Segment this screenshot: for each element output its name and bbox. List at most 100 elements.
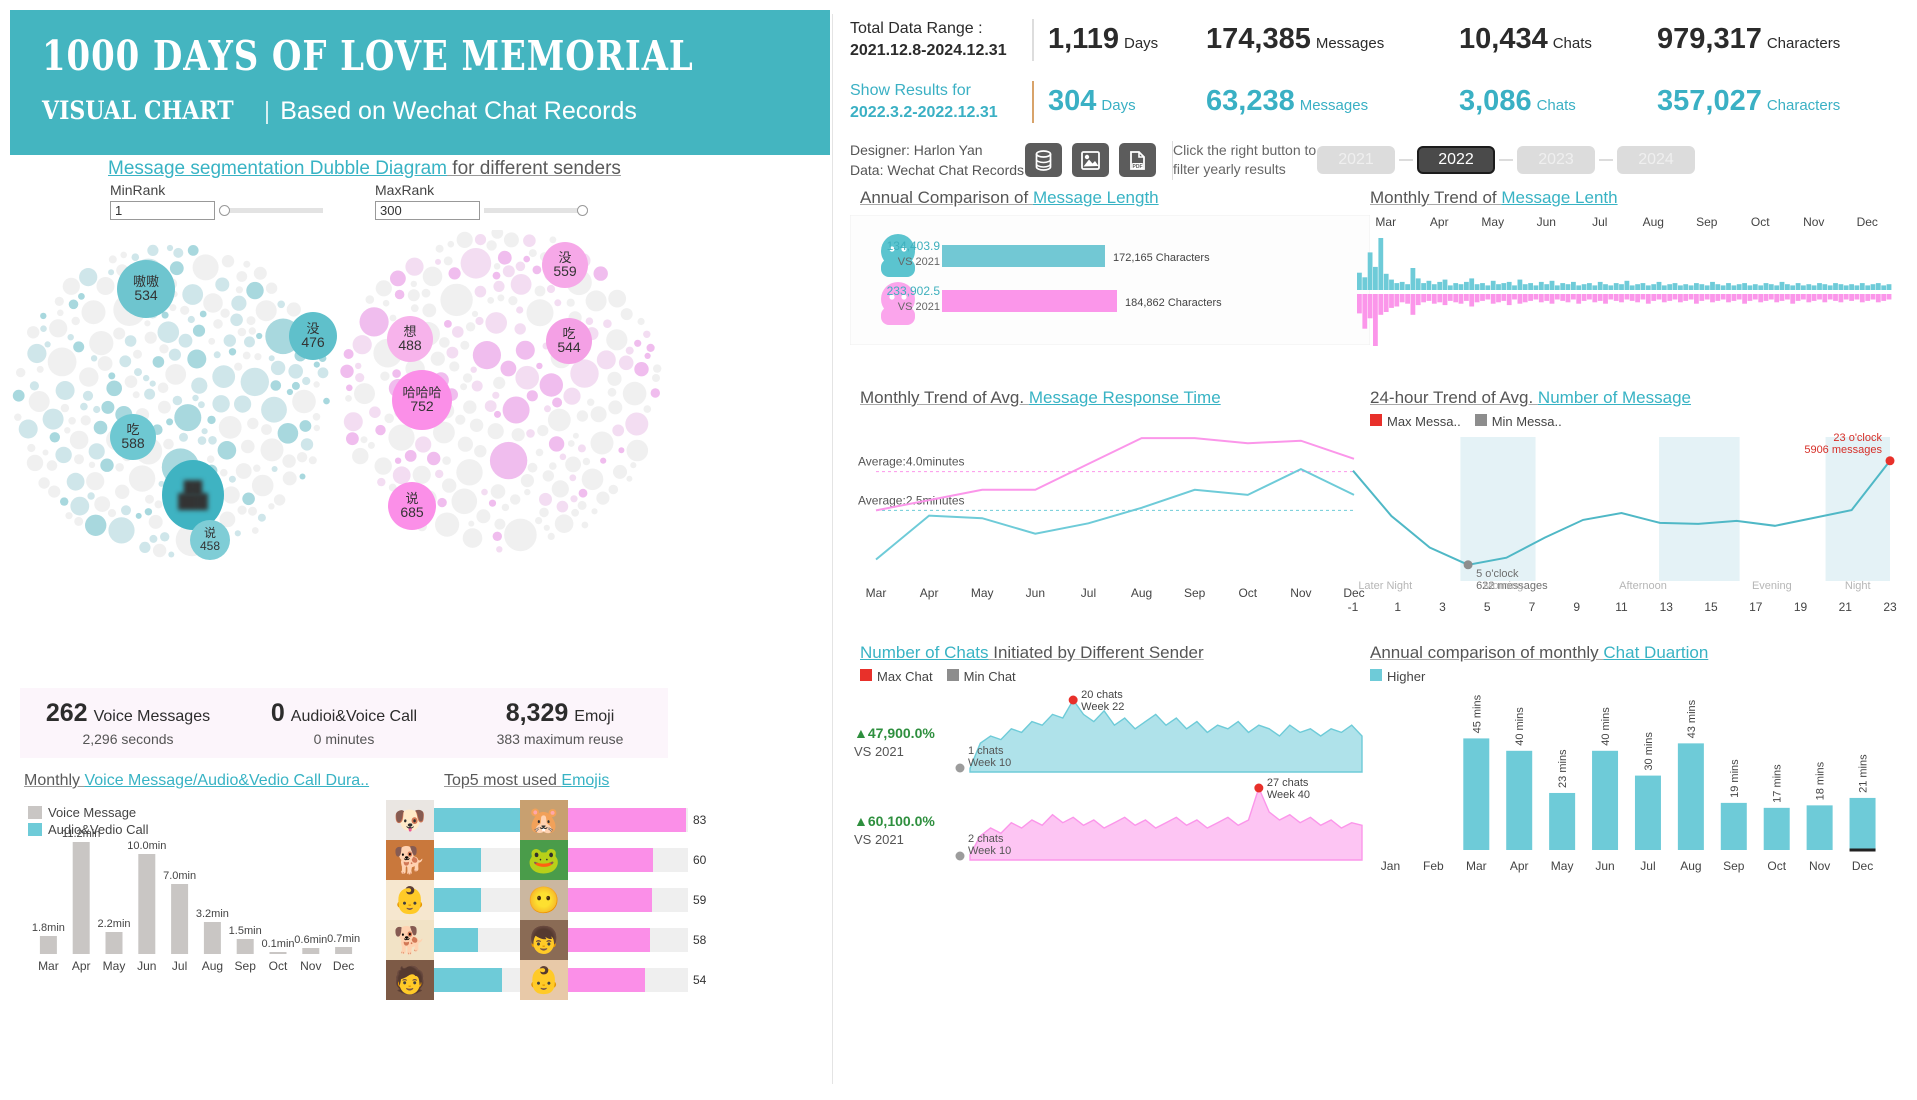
bubble-teal-4[interactable]: 说 458	[190, 520, 230, 560]
svg-text:0.6min: 0.6min	[294, 934, 327, 946]
bubble-pink-5[interactable]: 说 685	[388, 482, 436, 530]
svg-text:Afternoon: Afternoon	[1619, 580, 1667, 592]
filter-hint-line1: Click the right button to	[1173, 141, 1317, 158]
svg-text:40 mins: 40 mins	[1600, 707, 1612, 746]
svg-text:27 chats: 27 chats	[1267, 777, 1309, 789]
legend-max-message: Max Messa..	[1370, 414, 1461, 429]
kpi-filter-chats: 3,086 Chats	[1459, 85, 1649, 118]
kpi-total-chats-num: 10,434	[1459, 23, 1548, 56]
dashboard-subtitle: VISUAL CHART | Based on Wechat Chat Reco…	[42, 96, 637, 126]
bubble-pink-2-word: 想	[403, 323, 417, 339]
svg-text:7: 7	[1529, 600, 1536, 614]
bubble-teal-1[interactable]: 嗷嗷 534	[117, 260, 175, 318]
bubble-pink-2-value: 488	[398, 337, 422, 354]
response-time-title-link: Message Response Time	[1028, 388, 1221, 407]
kpi-row-filtered: Show Results for 2022.3.2-2022.12.31 304…	[850, 80, 1848, 123]
svg-text:Night: Night	[1845, 580, 1871, 592]
kpi-filter-range-label: Show Results for	[850, 82, 971, 99]
legend-label-min-msg: Min Messa..	[1491, 414, 1562, 429]
stat-voice-unit: Voice Messages	[93, 708, 211, 725]
svg-text:Jun: Jun	[1026, 586, 1045, 600]
bubble-pink-2[interactable]: 想 488	[387, 316, 433, 362]
emoji-row: 👶 54	[520, 960, 706, 1000]
emoji-value-label: 60	[693, 853, 707, 867]
monthly-trend-title: Monthly Trend of Message Lenth	[1370, 188, 1618, 208]
svg-text:9: 9	[1573, 600, 1580, 614]
svg-text:Apr: Apr	[1510, 859, 1529, 873]
maxrank-label: MaxRank	[375, 182, 435, 198]
bubble-pink-1-word: 没	[558, 249, 572, 265]
msg-length-title-plain: Annual Comparison of	[860, 188, 1033, 207]
svg-text:17: 17	[1749, 600, 1763, 614]
year-button-2021[interactable]: 2021	[1317, 146, 1395, 175]
hour-trend-chart: 23 o'clock 5906 messages 5 o'clock 622 mess…	[1335, 425, 1915, 620]
bubble-redacted-word: ██	[183, 479, 203, 495]
svg-text:May: May	[103, 959, 126, 973]
emoji-bar-track: 58	[568, 928, 706, 952]
svg-text:Week 22: Week 22	[1081, 701, 1124, 713]
svg-text:May: May	[1481, 215, 1504, 229]
legend-higher: Higher	[1370, 669, 1425, 684]
svg-text:5: 5	[1484, 600, 1491, 614]
year-button-2022[interactable]: 2022	[1417, 146, 1495, 175]
maxrank-input[interactable]: 300	[375, 201, 480, 220]
minrank-slider[interactable]	[219, 204, 323, 216]
svg-text:17 mins: 17 mins	[1772, 764, 1784, 803]
bubble-teal-2-word: 没	[306, 320, 320, 336]
svg-text:21 mins: 21 mins	[1858, 754, 1870, 793]
bubble-pink-4[interactable]: 哈哈哈 752	[392, 370, 452, 430]
bubble-pink-4-value: 752	[410, 398, 434, 415]
svg-text:Later Night: Later Night	[1358, 580, 1412, 592]
database-icon[interactable]	[1025, 143, 1062, 178]
svg-text:Average:2.5minutes: Average:2.5minutes	[858, 493, 965, 507]
svg-text:5 o'clock: 5 o'clock	[1476, 568, 1519, 580]
svg-text:Dec: Dec	[1343, 586, 1364, 600]
bubble-teal-3[interactable]: 吃 588	[110, 414, 156, 460]
bubble-teal-4-value: 458	[199, 539, 221, 553]
svg-text:Jul: Jul	[172, 959, 187, 973]
minrank-slider-knob[interactable]	[219, 204, 230, 216]
svg-text:184,862 Characters: 184,862 Characters	[1125, 297, 1222, 309]
bubble-title-link: Message segmentation Dubble Diagram	[108, 158, 448, 179]
bubble-teal-redacted[interactable]: ██ ███	[162, 460, 224, 530]
legend-min-chat: Min Chat	[946, 669, 1016, 684]
svg-text:Week 10: Week 10	[968, 757, 1011, 769]
chat-duration-legend: Higher	[1370, 669, 1425, 684]
svg-text:1 chats: 1 chats	[968, 745, 1004, 757]
pdf-export-icon[interactable]: PDF	[1119, 143, 1156, 178]
svg-text:15: 15	[1704, 600, 1718, 614]
left-panel: 1000 DAYS OF LOVE MEMORIAL VISUAL CHART …	[0, 0, 832, 1100]
svg-text:VS 2021: VS 2021	[898, 256, 940, 268]
voice-emoji-stats: 262 Voice Messages 2,296 seconds 0 Audioi&…	[20, 688, 668, 758]
emoji-bar-track: 54	[568, 968, 706, 992]
subtitle-separator: |	[263, 97, 271, 125]
response-time-title-plain: Monthly Trend of Avg.	[860, 388, 1029, 407]
bubble-pink-3[interactable]: 吃 544	[546, 318, 592, 364]
bubble-teal-2[interactable]: 没 476	[289, 312, 337, 360]
svg-text:Dec: Dec	[1852, 859, 1873, 873]
kpi-filter-characters-num: 357,027	[1657, 85, 1762, 118]
maxrank-slider-knob[interactable]	[577, 204, 588, 216]
emoji-thumbnail: 🐕	[386, 840, 434, 880]
svg-text:40 mins: 40 mins	[1514, 707, 1526, 746]
maxrank-slider[interactable]	[484, 204, 588, 216]
minrank-input[interactable]: 1	[110, 201, 215, 220]
legend-label-call: Audio&Vedio Call	[48, 822, 149, 837]
kpi-total-range-value: 2021.12.8-2024.12.31	[850, 41, 1007, 59]
svg-text:1.5min: 1.5min	[229, 925, 262, 937]
svg-text:Feb: Feb	[1423, 859, 1444, 873]
bubble-redacted-value: ███	[178, 493, 208, 510]
svg-text:▲60,100.0%: ▲60,100.0%	[854, 813, 935, 829]
year-connector-3	[1599, 159, 1613, 162]
response-time-chart: Average:4.0minutes Average:2.5minutes Mar A…	[850, 412, 1370, 612]
bubble-pink-1[interactable]: 没 559	[542, 242, 588, 288]
emoji-thumbnail: 🐕	[386, 920, 434, 960]
image-export-icon[interactable]	[1072, 143, 1109, 178]
year-button-2024[interactable]: 2024	[1617, 146, 1695, 175]
right-panel: Total Data Range : 2021.12.8-2024.12.31 …	[840, 0, 1917, 1100]
msg-length-chart: 134,403.9 VS 2021 172,165 Characters 233,90…	[849, 214, 1371, 346]
filter-hint: Click the right button to filter yearly …	[1172, 140, 1317, 180]
year-button-2023[interactable]: 2023	[1517, 146, 1595, 175]
svg-text:45 mins: 45 mins	[1471, 694, 1483, 733]
svg-text:Apr: Apr	[72, 959, 91, 973]
